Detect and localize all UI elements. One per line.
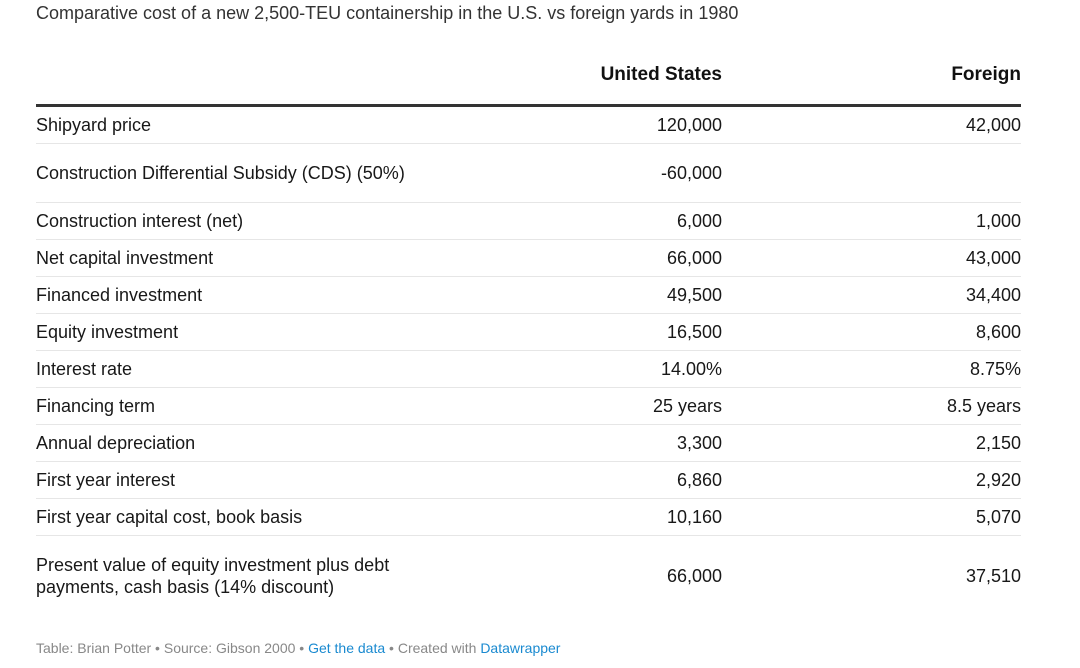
cell-foreign: 43,000 (722, 239, 1021, 277)
table-row: Equity investment 16,500 8,600 (36, 313, 1021, 351)
row-label: Construction interest (net) (36, 202, 456, 240)
row-label: First year interest (36, 461, 456, 499)
cell-united-states: 10,160 (456, 498, 722, 536)
cell-foreign: 5,070 (722, 498, 1021, 536)
cell-united-states: 6,860 (456, 461, 722, 499)
created-with-text: Created with (397, 640, 477, 656)
cell-united-states: -60,000 (456, 143, 722, 203)
cell-united-states: 3,300 (456, 424, 722, 462)
cell-united-states: 120,000 (456, 105, 722, 144)
header-united-states[interactable]: United States (456, 58, 722, 107)
datawrapper-link[interactable]: Datawrapper (480, 640, 561, 656)
cell-united-states: 66,000 (456, 239, 722, 277)
row-label: Interest rate (36, 350, 456, 388)
cell-foreign: 34,400 (722, 276, 1021, 314)
row-label: Shipyard price (36, 105, 456, 144)
cell-united-states: 66,000 (666, 566, 722, 586)
table-row: Shipyard price 120,000 42,000 (36, 105, 1021, 144)
separator: • (295, 640, 309, 656)
credit-text: Table: Brian Potter (36, 640, 152, 656)
cost-comparison-table: United States Foreign Shipyard price 120,… (36, 58, 1021, 616)
table-row: Present value of equity investment plus … (36, 536, 1021, 617)
cell-united-states: 16,500 (456, 313, 722, 351)
cell-foreign: 1,000 (722, 202, 1021, 240)
cell-foreign: 2,920 (722, 461, 1021, 499)
table-row: Financing term 25 years 8.5 years (36, 387, 1021, 425)
separator: • (151, 640, 164, 656)
row-label: Equity investment (36, 313, 456, 351)
cell-foreign: 42,000 (722, 105, 1021, 144)
row-label: Financed investment (36, 276, 456, 314)
table-row: First year interest 6,860 2,920 (36, 461, 1021, 499)
cell-foreign: 2,150 (722, 424, 1021, 462)
table-row: First year capital cost, book basis 10,16… (36, 498, 1021, 536)
separator: • (385, 640, 398, 656)
table-row: Financed investment 49,500 34,400 (36, 276, 1021, 314)
row-label: First year capital cost, book basis (36, 498, 456, 536)
table-row: Construction interest (net) 6,000 1,000 (36, 202, 1021, 240)
table-header-row: United States Foreign (36, 58, 1021, 107)
cell-united-states: 49,500 (456, 276, 722, 314)
row-label: Annual depreciation (36, 424, 456, 462)
cell-foreign: 37,510 (965, 566, 1021, 586)
cell-united-states: 6,000 (456, 202, 722, 240)
cell-foreign: 8.5 years (722, 387, 1021, 425)
row-label: Present value of equity investment plus … (36, 555, 390, 597)
table-row: Interest rate 14.00% 8.75% (36, 350, 1021, 388)
cell-foreign: 8.75% (722, 350, 1021, 388)
table-row: Construction Differential Subsidy (CDS) … (36, 143, 1021, 203)
table-row: Annual depreciation 3,300 2,150 (36, 424, 1021, 462)
row-label: Financing term (36, 387, 456, 425)
cell-united-states: 25 years (456, 387, 722, 425)
cell-foreign (722, 143, 1021, 203)
cell-united-states: 14.00% (456, 350, 722, 388)
row-label: Net capital investment (36, 239, 456, 277)
table-row: Net capital investment 66,000 43,000 (36, 239, 1021, 277)
header-label[interactable] (36, 58, 456, 107)
table-title: Comparative cost of a new 2,500-TEU cont… (36, 3, 739, 23)
header-foreign[interactable]: Foreign (722, 58, 1021, 107)
cell-foreign: 8,600 (722, 313, 1021, 351)
get-data-link[interactable]: Get the data (308, 640, 386, 656)
source-text: Source: Gibson 2000 (163, 640, 296, 656)
footer: Table: Brian Potter • Source: Gibson 200… (36, 640, 560, 656)
row-label: Construction Differential Subsidy (CDS) … (36, 143, 456, 203)
